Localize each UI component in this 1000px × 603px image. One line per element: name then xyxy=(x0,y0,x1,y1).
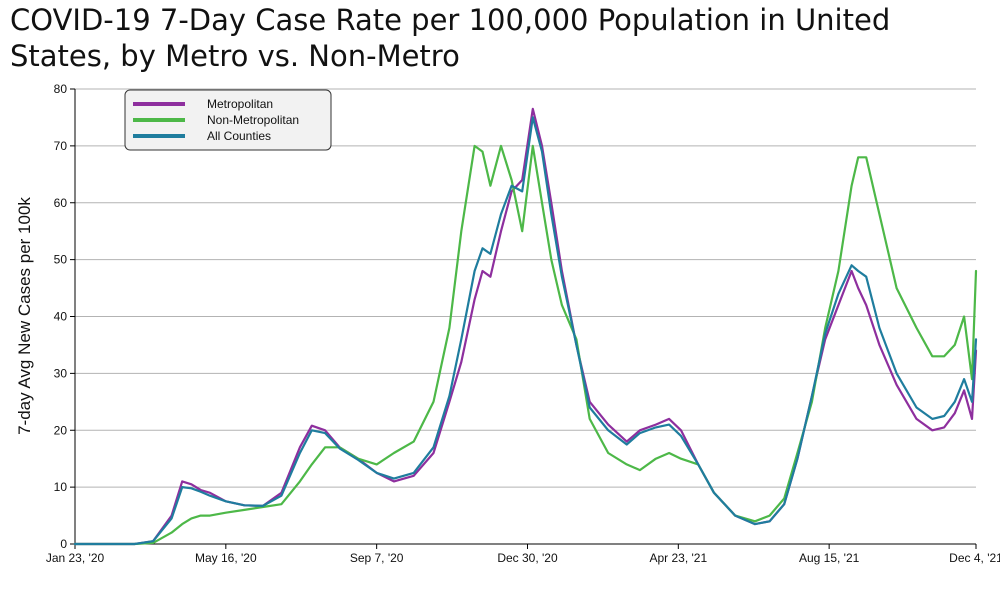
y-tick-label: 70 xyxy=(54,139,68,153)
y-tick-label: 60 xyxy=(54,196,68,210)
y-tick-label: 30 xyxy=(54,366,68,380)
y-tick-label: 10 xyxy=(54,480,68,494)
series-lines xyxy=(73,107,978,546)
y-tick-label: 80 xyxy=(54,82,68,96)
x-tick-label: Aug 15, '21 xyxy=(799,551,860,565)
chart-title: COVID-19 7-Day Case Rate per 100,000 Pop… xyxy=(10,3,891,73)
x-tick-label: Jan 23, '20 xyxy=(46,551,105,565)
x-tick-label: Sep 7, '20 xyxy=(350,551,404,565)
legend-label: All Counties xyxy=(207,129,271,143)
legend: Metropolitan Non-Metropolitan All Counties xyxy=(124,89,332,151)
y-tick-label: 0 xyxy=(60,537,67,551)
series-line-non-metropolitan xyxy=(73,144,978,546)
x-tick-label: May 16, '20 xyxy=(195,551,257,565)
legend-label: Metropolitan xyxy=(207,97,273,111)
y-tick-label: 40 xyxy=(54,310,68,324)
series-line-all-counties xyxy=(73,116,978,546)
x-tick-label: Dec 4, '21 xyxy=(949,551,1000,565)
legend-label: Non-Metropolitan xyxy=(207,113,299,127)
y-axis-title: 7-day Avg New Cases per 100k xyxy=(15,197,34,435)
y-tick-label: 20 xyxy=(54,423,68,437)
x-tick-label: Apr 23, '21 xyxy=(649,551,707,565)
axes: 0 10 20 30 40 50 60 70 80 Jan 23, '20 May 16, '20 S… xyxy=(46,82,1000,565)
x-tick-label: Dec 30, '20 xyxy=(497,551,558,565)
y-tick-label: 50 xyxy=(54,253,68,267)
